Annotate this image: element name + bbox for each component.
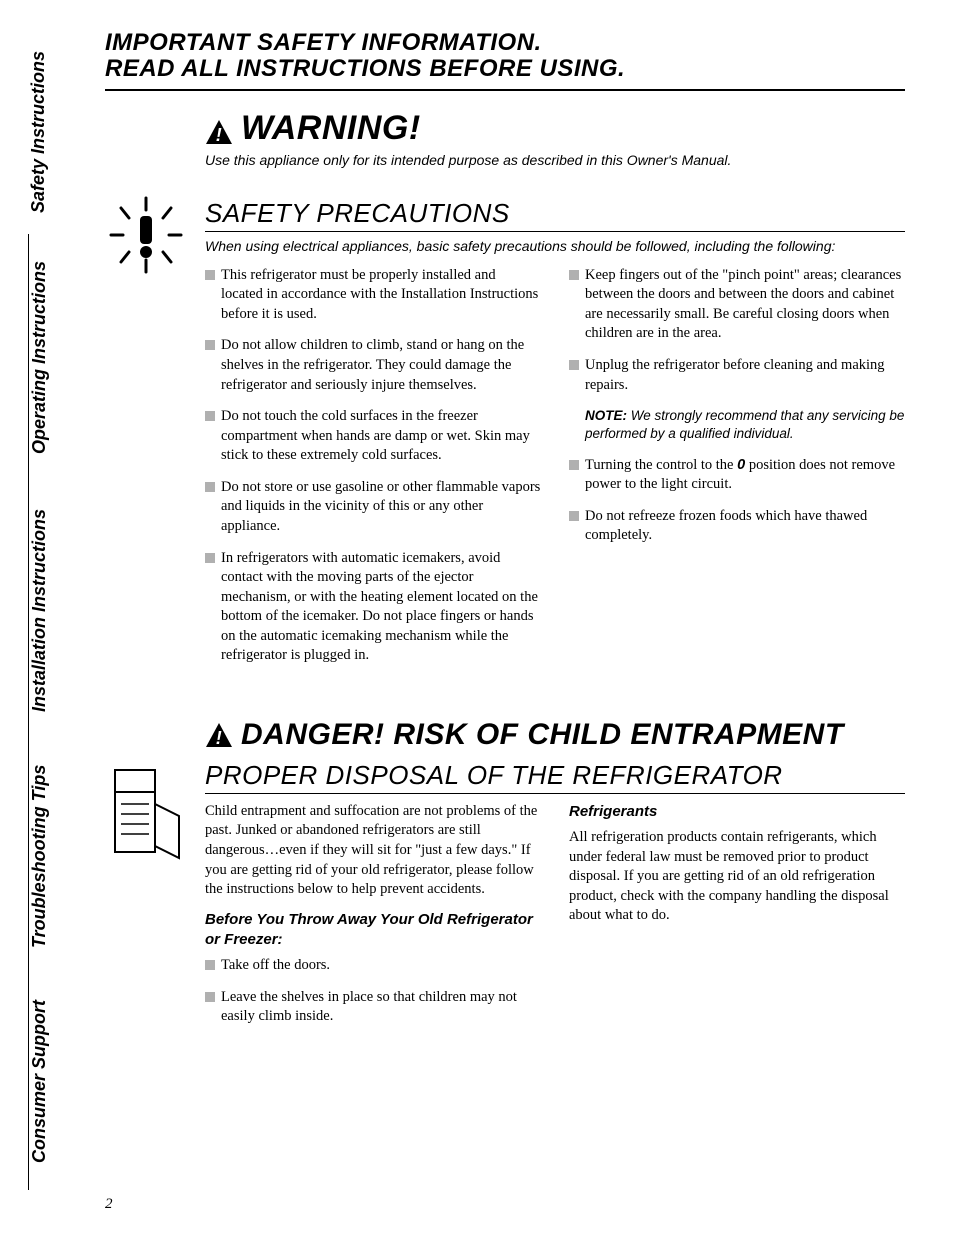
safety-bullet: Do not allow children to climb, stand or… [221, 336, 541, 395]
safety-bullet: Do not refreeze frozen foods which have … [585, 507, 905, 546]
danger-title-text: DANGER! RISK OF CHILD ENTRAPMENT [241, 718, 844, 752]
safety-note: NOTE: We strongly recommend that any ser… [585, 407, 905, 443]
warning-triangle-icon: ! [205, 722, 233, 748]
disposal-subhead: Before You Throw Away Your Old Refrigera… [205, 910, 541, 951]
refrigerants-text: All refrigeration products contain refri… [569, 828, 905, 926]
tab-troubleshooting[interactable]: Troubleshooting Tips [28, 740, 73, 972]
refrigerator-icon [101, 764, 191, 854]
tab-safety[interactable]: Safety Instructions [28, 30, 73, 234]
safety-bullet: Do not touch the cold surfaces in the fr… [221, 407, 541, 466]
warning-block: ! WARNING! Use this appliance only for i… [205, 109, 905, 168]
disposal-right-col: Refrigerants All refrigeration products … [569, 802, 905, 1039]
safety-intro: When using electrical appliances, basic … [205, 238, 905, 254]
page-number: 2 [105, 1196, 113, 1213]
page-content: IMPORTANT SAFETY INFORMATION. READ ALL I… [105, 30, 905, 1039]
tab-operating[interactable]: Operating Instructions [28, 234, 73, 480]
side-tabs: Safety Instructions Operating Instructio… [28, 30, 73, 1190]
warning-subtitle: Use this appliance only for its intended… [205, 152, 905, 168]
safety-section: SAFETY PRECAUTIONS When using electrical… [105, 198, 905, 678]
page-header: IMPORTANT SAFETY INFORMATION. READ ALL I… [105, 30, 905, 91]
safety-right-col: Keep fingers out of the "pinch point" ar… [569, 266, 905, 678]
safety-left-col: This refrigerator must be properly insta… [205, 266, 541, 678]
safety-bullet: Do not store or use gasoline or other fl… [221, 478, 541, 537]
danger-heading: ! DANGER! RISK OF CHILD ENTRAPMENT [205, 718, 905, 752]
safety-bullet: This refrigerator must be properly insta… [221, 266, 541, 325]
safety-bullet: Unplug the refrigerator before cleaning … [585, 356, 905, 395]
disposal-section: PROPER DISPOSAL OF THE REFRIGERATOR Chil… [105, 760, 905, 1039]
warning-title-text: WARNING! [241, 109, 421, 148]
note-label: NOTE: [585, 408, 627, 423]
disposal-intro: Child entrapment and suffocation are not… [205, 802, 541, 900]
disposal-title: PROPER DISPOSAL OF THE REFRIGERATOR [205, 760, 905, 794]
safety-bullet: In refrigerators with automatic icemaker… [221, 549, 541, 666]
exclamation-burst-icon [101, 190, 191, 280]
warning-triangle-icon: ! [205, 115, 233, 141]
svg-text:!: ! [216, 125, 223, 145]
note-text: We strongly recommend that any servicing… [585, 408, 904, 441]
disposal-bullet: Leave the shelves in place so that child… [221, 988, 541, 1027]
svg-text:!: ! [216, 728, 223, 748]
refrigerants-subhead: Refrigerants [569, 802, 905, 822]
disposal-left-col: Child entrapment and suffocation are not… [205, 802, 541, 1039]
tab-support[interactable]: Consumer Support [28, 972, 73, 1190]
header-line-1: IMPORTANT SAFETY INFORMATION. [105, 29, 542, 56]
safety-bullet: Turning the control to the 0 position do… [585, 456, 905, 495]
safety-bullet: Keep fingers out of the "pinch point" ar… [585, 266, 905, 344]
header-line-2: READ ALL INSTRUCTIONS BEFORE USING. [105, 55, 625, 82]
safety-title: SAFETY PRECAUTIONS [205, 198, 905, 232]
tab-installation[interactable]: Installation Instructions [28, 480, 73, 740]
disposal-bullet: Take off the doors. [221, 956, 541, 976]
